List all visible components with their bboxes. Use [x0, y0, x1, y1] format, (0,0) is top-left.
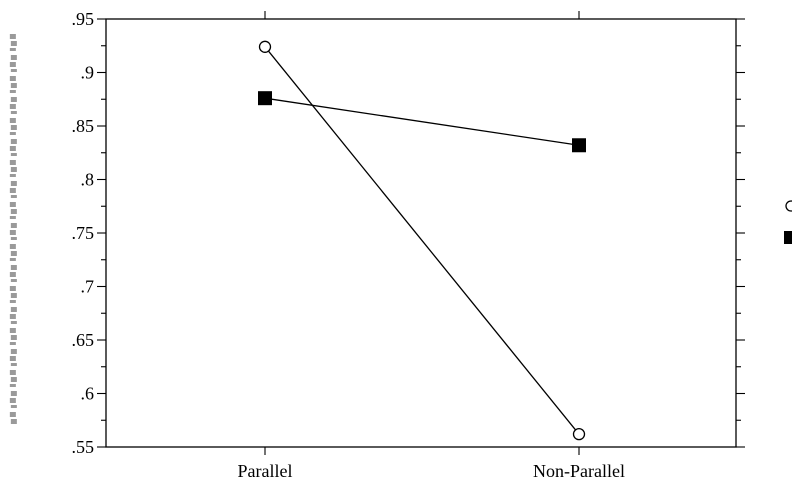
y-axis-title-glyph	[10, 251, 17, 256]
y-tick-label: .7	[81, 277, 95, 297]
y-axis-title-glyph	[10, 293, 17, 298]
y-axis-title-glyph	[9, 398, 16, 403]
y-tick-label: .8	[81, 170, 95, 190]
legend	[784, 200, 792, 244]
y-axis-title-glyph	[9, 62, 16, 67]
x-tick-label: Parallel	[238, 461, 293, 481]
data-point-square	[572, 138, 586, 153]
y-axis-title-glyph	[10, 125, 17, 130]
data-point-square	[258, 91, 272, 106]
y-axis-title-glyph	[10, 279, 17, 282]
y-axis-title-glyph	[9, 202, 16, 207]
y-axis-title-glyph	[10, 69, 17, 72]
y-axis-title-glyph	[10, 335, 17, 340]
y-axis-title-glyph	[10, 405, 17, 408]
series-line	[264, 97, 580, 146]
y-axis-title-glyph	[9, 384, 16, 387]
axes	[105, 18, 737, 448]
y-axis-title-glyph	[9, 118, 16, 123]
y-axis-title-glyph	[10, 209, 17, 214]
y-axis-title-glyph	[9, 286, 16, 291]
legend-marker-square	[784, 231, 792, 244]
y-axis-title-glyph	[10, 167, 17, 172]
y-axis-title-glyph	[10, 265, 17, 270]
data-point-circle	[572, 428, 586, 441]
y-axis-title-glyph	[10, 97, 17, 102]
y-axis-title-glyph	[9, 370, 16, 375]
y-axis-title-glyph	[9, 174, 16, 177]
y-axis-title-glyph	[9, 146, 16, 151]
y-axis-title-glyph	[9, 160, 16, 165]
y-axis-title-glyph	[10, 153, 17, 156]
ticks: .55 .6 .65 .7 .75 .8 .85 .9 .95 Parallel Non-Paral…	[72, 9, 745, 481]
y-axis-title-fragment	[8, 30, 17, 425]
plot-frame	[105, 18, 737, 448]
series-layer	[258, 40, 586, 441]
y-axis-title-glyph	[9, 188, 16, 193]
y-tick-label: .55	[72, 437, 95, 457]
y-axis-title-glyph	[9, 328, 16, 333]
y-axis-title-glyph	[9, 104, 16, 109]
y-axis-title-glyph	[9, 314, 16, 319]
y-axis-title-glyph	[9, 356, 16, 361]
y-axis-title-glyph	[10, 139, 17, 144]
y-axis-title-glyph	[9, 216, 16, 219]
y-axis-title-glyph	[10, 55, 17, 60]
y-axis-title-glyph	[10, 181, 17, 186]
y-axis-title-glyph	[9, 34, 16, 39]
y-axis-title-glyph	[9, 244, 16, 249]
y-axis-title-glyph	[9, 412, 16, 417]
y-axis-title-glyph	[10, 377, 17, 382]
y-axis-title-glyph	[10, 223, 17, 228]
y-axis-title-glyph	[10, 237, 17, 240]
y-axis-title-glyph	[9, 230, 16, 235]
y-axis-title-glyph	[10, 307, 17, 312]
y-axis-title-glyph	[9, 90, 16, 93]
y-axis-title-glyph	[10, 391, 17, 396]
y-axis-title-glyph	[9, 272, 16, 277]
y-axis-title-glyph	[9, 48, 16, 51]
y-tick-label: .9	[81, 63, 95, 83]
data-point-circle	[258, 40, 272, 53]
y-axis-title-glyph	[10, 349, 17, 354]
y-axis-title-glyph	[10, 419, 17, 424]
y-tick-label: .75	[72, 223, 95, 243]
x-tick-label: Non-Parallel	[533, 461, 625, 481]
series-line	[264, 46, 580, 435]
legend-marker-circle	[785, 200, 792, 212]
y-axis-title-glyph	[10, 195, 17, 198]
y-axis-title-glyph	[10, 321, 17, 324]
y-tick-label: .65	[72, 330, 95, 350]
y-axis-title-glyph	[10, 41, 17, 46]
y-axis-title-glyph	[10, 83, 17, 88]
y-axis-title-glyph	[10, 111, 17, 114]
y-axis-title-glyph	[9, 76, 16, 81]
y-axis-title-glyph	[9, 132, 16, 135]
y-axis-title-glyph	[9, 258, 16, 261]
y-axis-title-glyph	[9, 342, 16, 345]
y-tick-label: .95	[72, 9, 95, 29]
y-tick-label: .6	[81, 384, 95, 404]
y-tick-label: .85	[72, 116, 95, 136]
y-axis-title-glyph	[9, 300, 16, 303]
y-axis-title-glyph	[10, 363, 17, 366]
